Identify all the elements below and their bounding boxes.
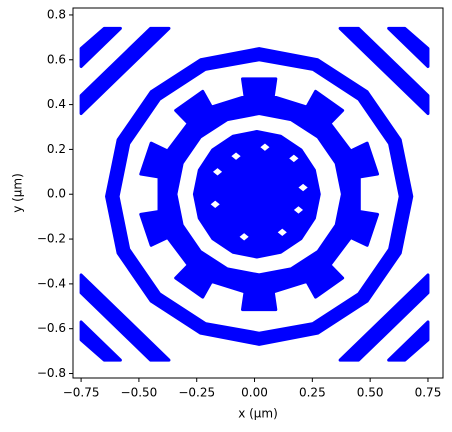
region [139, 77, 380, 312]
y-tick-label: −0.4 [37, 276, 66, 290]
region [387, 26, 430, 68]
y-tick-label: 0.2 [47, 142, 66, 156]
x-tick-label: −0.75 [63, 386, 100, 400]
y-tick-label: 0.4 [47, 97, 66, 111]
region [79, 273, 171, 362]
region [387, 320, 430, 362]
region [192, 129, 321, 259]
x-tick-label: 0.00 [241, 386, 268, 400]
region [79, 320, 122, 362]
region [105, 47, 414, 346]
y-tick-label: 0.8 [47, 7, 66, 21]
region [338, 273, 430, 362]
x-tick-label: 0.50 [357, 386, 384, 400]
y-axis-label: y (µm) [11, 173, 25, 213]
x-tick-label: −0.25 [178, 386, 215, 400]
y-tick-label: −0.6 [37, 321, 66, 335]
y-tick-label: −0.8 [37, 366, 66, 380]
y-tick-label: −0.2 [37, 232, 66, 246]
x-tick-label: 0.25 [299, 386, 326, 400]
region [79, 26, 171, 116]
x-axis-label: x (µm) [238, 407, 278, 421]
x-tick-label: 0.75 [415, 386, 442, 400]
region [338, 26, 430, 116]
y-tick-label: 0.0 [47, 187, 66, 201]
y-tick-label: 0.6 [47, 52, 66, 66]
region [79, 26, 122, 68]
plot-frame [72, 7, 444, 379]
x-tick-label: −0.50 [121, 386, 158, 400]
